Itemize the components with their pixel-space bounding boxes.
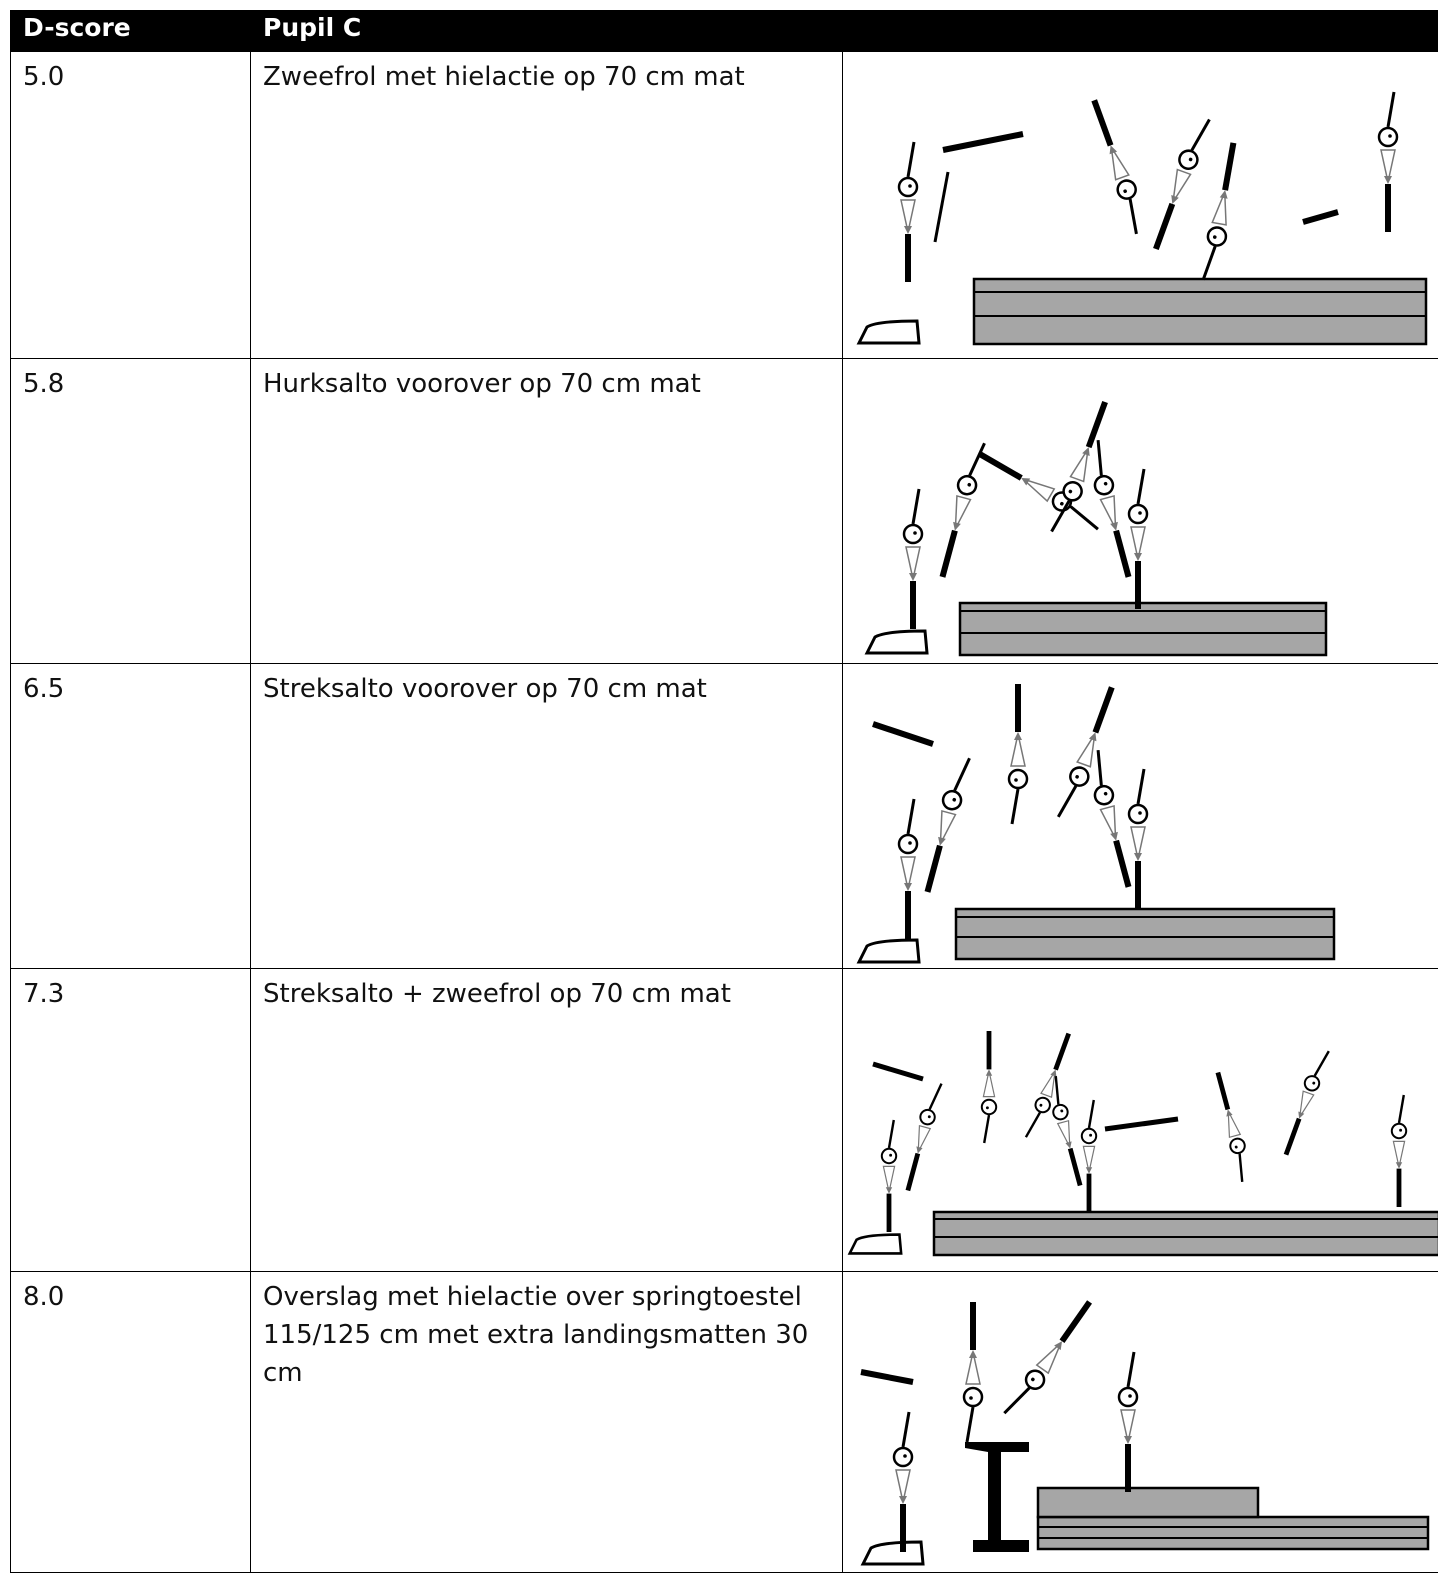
row: 7.3 Streksalto + zweefrol op 70 cm mat (11, 969, 1438, 1272)
row: 6.5 Streksalto voorover op 70 cm mat (11, 664, 1438, 969)
illustration-cell (843, 664, 1438, 969)
exercise: Hurksalto voorover op 70 cm mat (251, 359, 843, 664)
d-score: 8.0 (11, 1272, 251, 1573)
illustration (843, 359, 1438, 662)
illustration-cell (843, 359, 1438, 664)
d-score: 5.8 (11, 359, 251, 664)
illustration-cell (843, 1272, 1438, 1573)
d-score: 6.5 (11, 664, 251, 969)
exercise: Streksalto + zweefrol op 70 cm mat (251, 969, 843, 1272)
d-score: 7.3 (11, 969, 251, 1272)
score-table: D-score Pupil C 5.0 Zweefrol met hielact… (10, 10, 1438, 1573)
exercise: Zweefrol met hielactie op 70 cm mat (251, 52, 843, 359)
row: 8.0 Overslag met hielactie over springto… (11, 1272, 1438, 1573)
illustration (843, 969, 1438, 1270)
illustration (843, 52, 1438, 357)
exercise: Overslag met hielactie over springtoeste… (251, 1272, 843, 1573)
illustration (843, 1272, 1438, 1571)
illustration (843, 664, 1438, 967)
header-cell: Pupil C (251, 11, 1438, 52)
header-row: D-score Pupil C (11, 11, 1438, 52)
header-cell: D-score (11, 11, 251, 52)
illustration-cell (843, 969, 1438, 1272)
exercise: Streksalto voorover op 70 cm mat (251, 664, 843, 969)
row: 5.8 Hurksalto voorover op 70 cm mat (11, 359, 1438, 664)
row: 5.0 Zweefrol met hielactie op 70 cm mat (11, 52, 1438, 359)
illustration-cell (843, 52, 1438, 359)
d-score: 5.0 (11, 52, 251, 359)
